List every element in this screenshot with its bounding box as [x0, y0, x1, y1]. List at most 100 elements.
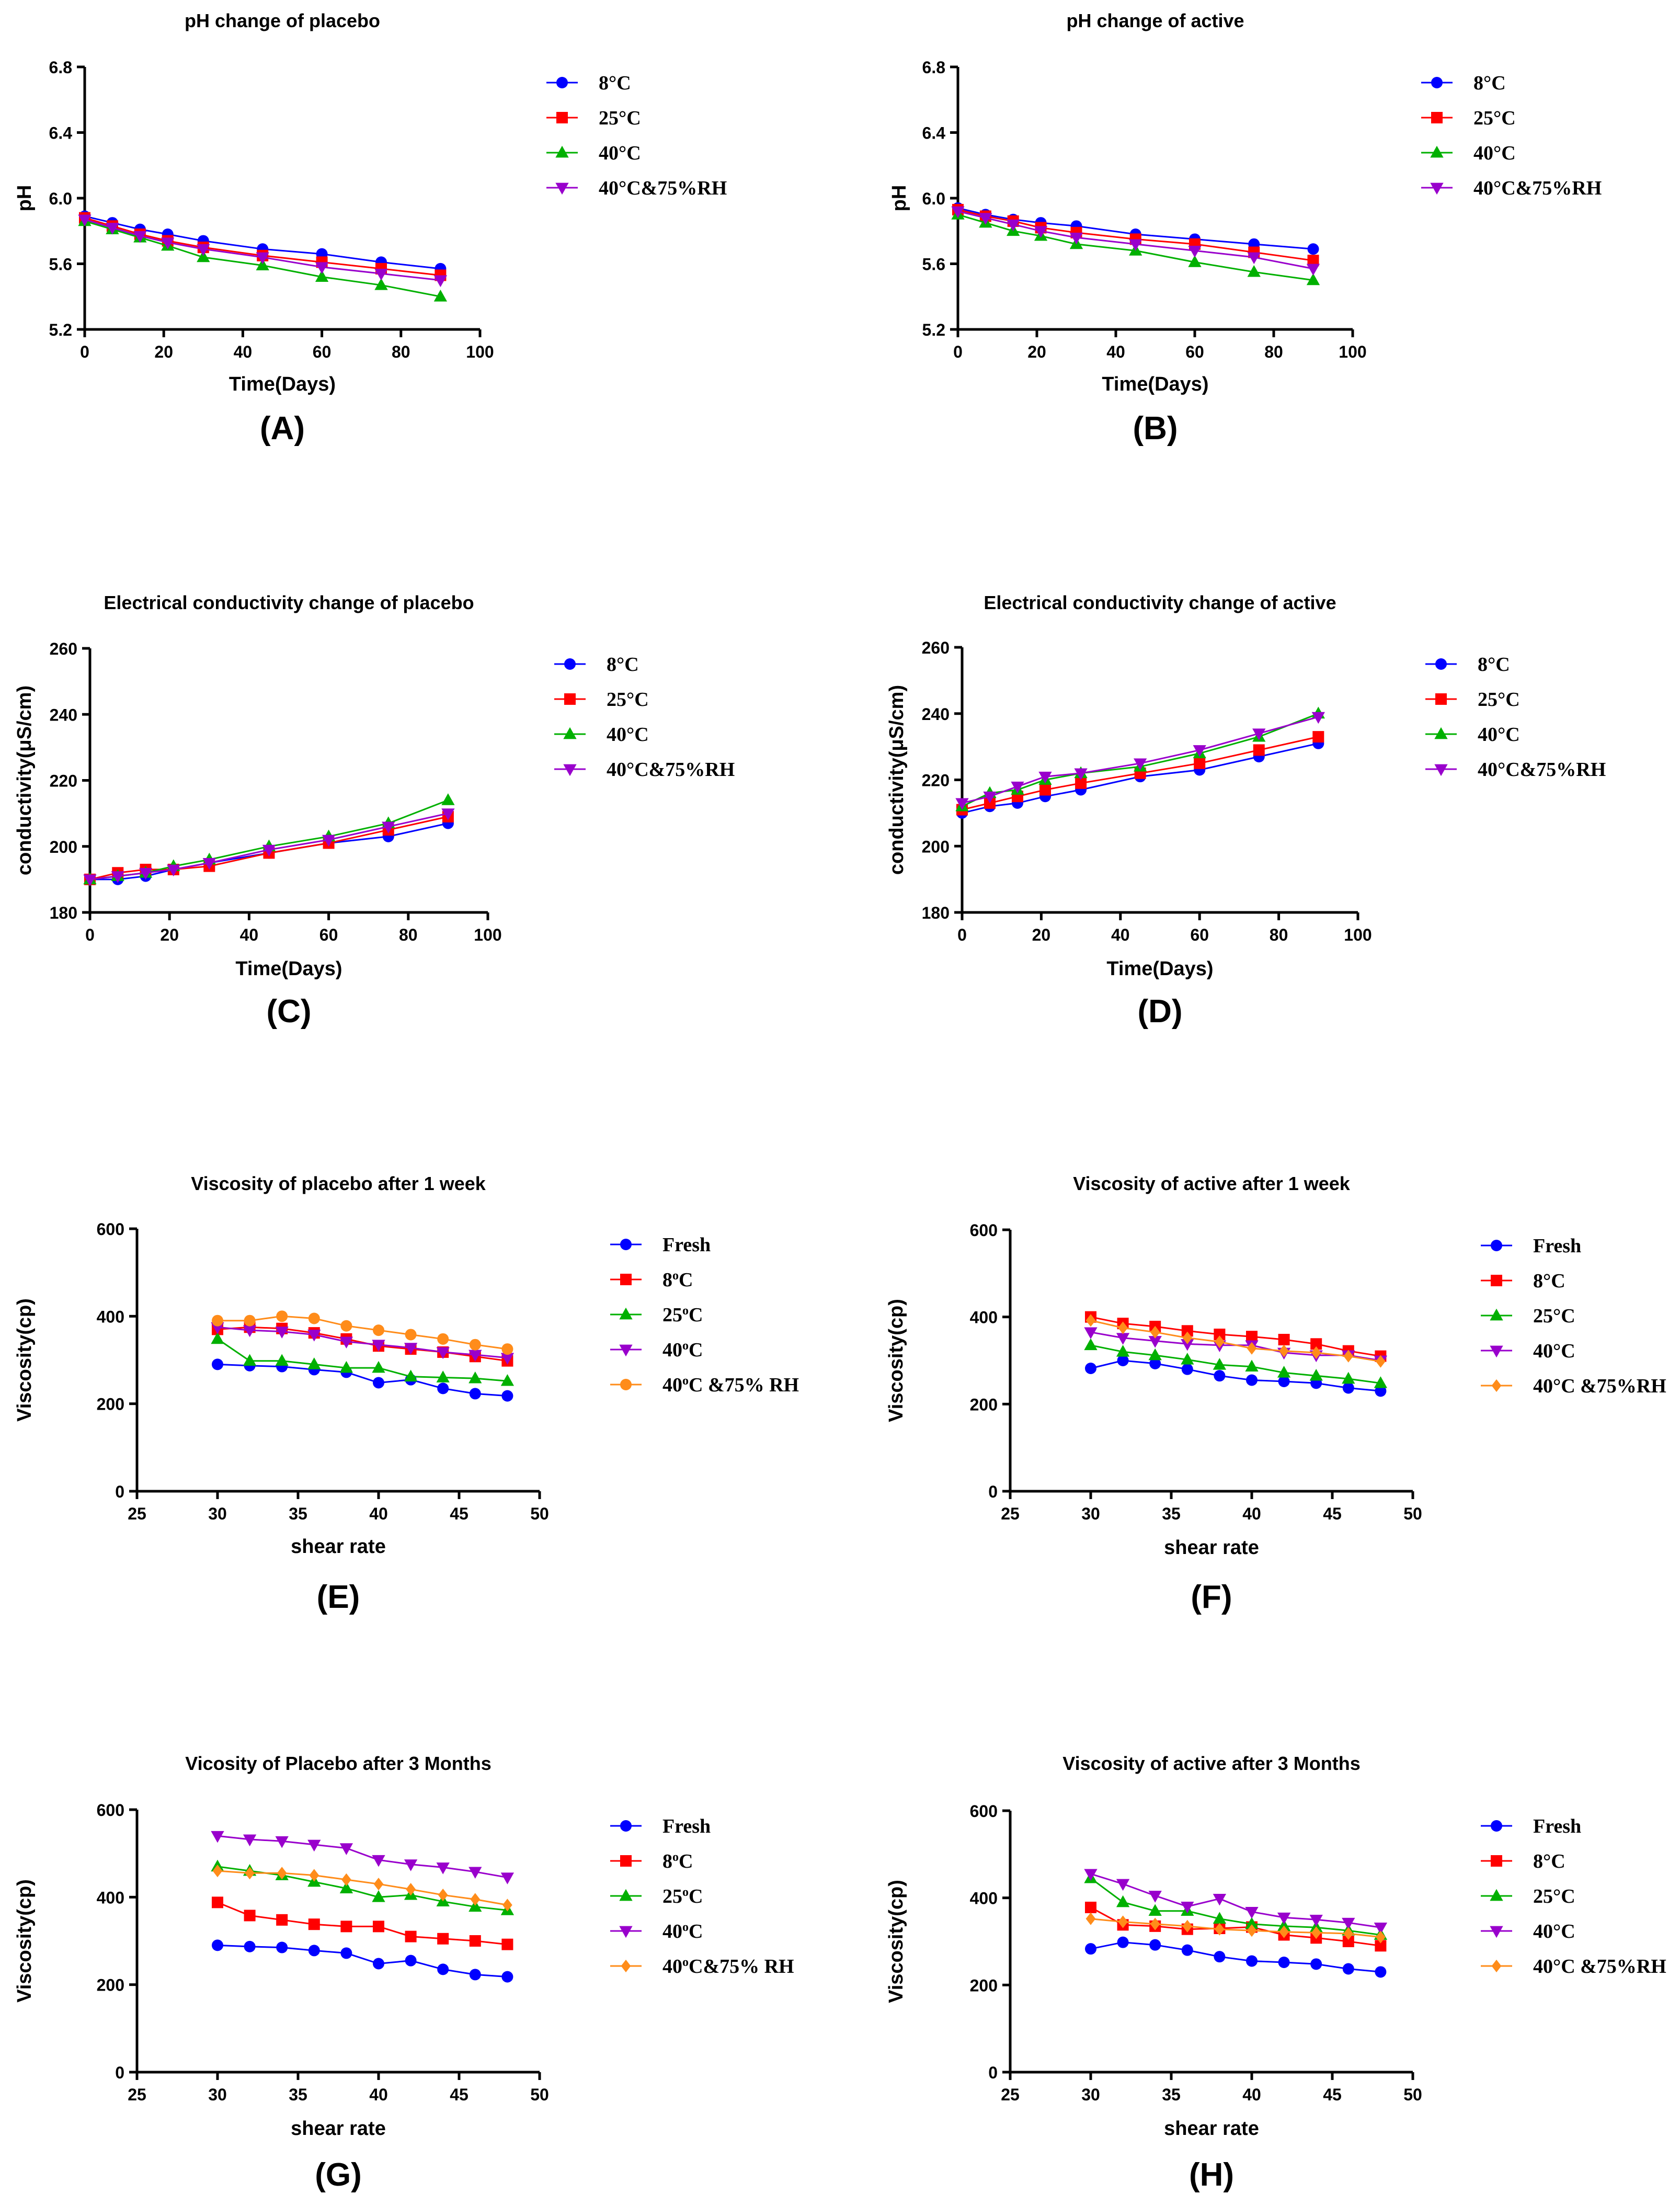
legend-item: 25°C [1481, 1885, 1575, 1907]
legend-marker [1490, 1926, 1503, 1938]
legend-label-part: 8 [662, 1850, 672, 1872]
series-line [1091, 1942, 1380, 1972]
legend-label: Fresh [1533, 1815, 1581, 1837]
x-axis-label: shear rate [1164, 2118, 1259, 2140]
x-tick-label: 50 [530, 2085, 549, 2104]
y-tick-label: 6.8 [49, 58, 72, 77]
legend-label: Fresh [662, 1234, 711, 1256]
y-tick-label: 5.2 [49, 321, 72, 339]
data-point [1084, 1339, 1097, 1351]
legend-item: 40°C&75%RH [1425, 759, 1606, 781]
series-5 [212, 1310, 513, 1355]
x-tick-label: 35 [1162, 2085, 1181, 2104]
legend-marker [619, 1308, 632, 1320]
series-line [1091, 1317, 1380, 1356]
y-tick-label: 200 [97, 1976, 124, 1995]
series-line [1091, 1907, 1380, 1946]
data-point [1085, 1363, 1096, 1374]
y-axis-label: pH [888, 185, 910, 212]
y-tick-label: 200 [970, 1395, 998, 1414]
data-point [1246, 1375, 1258, 1386]
chart-panel-8: Viscosity of active after 3 Months020040… [885, 1753, 1666, 2193]
data-point [212, 1896, 223, 1908]
x-tick-label: 0 [953, 342, 963, 361]
data-point [1116, 1895, 1129, 1907]
x-tick-label: 35 [1162, 1504, 1181, 1523]
panel-label: (D) [1137, 993, 1182, 1030]
legend-item: 25°C [1481, 1305, 1575, 1327]
legend-marker [564, 693, 576, 705]
x-axis-label: Time(Days) [1102, 373, 1208, 395]
data-point [501, 1939, 513, 1950]
y-tick-label: 6.8 [922, 58, 945, 77]
x-tick-label: 80 [392, 342, 410, 361]
legend-label-part: Fresh [662, 1815, 711, 1837]
data-point [1214, 1370, 1225, 1381]
x-tick-label: 100 [1344, 925, 1372, 944]
y-tick-label: 5.2 [922, 321, 945, 339]
data-point [308, 1918, 320, 1930]
data-point [1246, 1956, 1258, 1967]
data-point [1086, 1913, 1096, 1925]
data-point [1039, 784, 1051, 796]
data-point [501, 1872, 514, 1884]
series-line [218, 1327, 507, 1361]
series-4 [83, 808, 454, 886]
data-point [372, 1361, 385, 1373]
y-tick-label: 400 [97, 1307, 124, 1326]
legend-label-part: 40 [662, 1339, 682, 1361]
series-line [218, 1364, 507, 1396]
series-2 [956, 731, 1324, 815]
data-point [501, 1971, 513, 1983]
legend-marker [620, 1274, 632, 1285]
data-point [405, 1329, 417, 1340]
x-axis-label: Time(Days) [235, 958, 342, 980]
x-tick-label: 60 [313, 342, 332, 361]
y-tick-label: 5.6 [922, 255, 945, 274]
data-point [308, 1313, 320, 1324]
data-point [437, 1333, 449, 1345]
y-axis-label: Viscosity(cp) [885, 1299, 907, 1422]
legend-label: 8°C [599, 72, 631, 94]
data-point [1194, 758, 1205, 769]
x-tick-label: 100 [466, 342, 494, 361]
legend-label-part: 40 [662, 1921, 682, 1942]
series-line [1091, 1320, 1380, 1361]
chart-title: Viscosity of active after 1 week [1073, 1173, 1351, 1194]
data-point [470, 1339, 481, 1351]
y-tick-label: 400 [970, 1889, 998, 1908]
legend-item: 40°C [1481, 1340, 1575, 1362]
legend-marker [1491, 1275, 1502, 1286]
data-point [373, 1921, 384, 1932]
legend-item: 40°C&75%RH [1421, 177, 1602, 199]
x-axis-label: shear rate [291, 1536, 386, 1558]
data-point [244, 1315, 256, 1327]
data-point [212, 1315, 223, 1327]
legend-marker [1430, 146, 1443, 158]
legend-marker [1491, 1820, 1502, 1832]
legend-marker [619, 1926, 632, 1938]
legend-label-part: 25 [662, 1304, 682, 1326]
data-point [1310, 1958, 1322, 1970]
legend-item: 40°C [1425, 724, 1520, 746]
data-point [1149, 1939, 1161, 1951]
y-tick-label: 200 [922, 837, 950, 856]
legend-label-part: o [672, 1850, 679, 1864]
data-point [501, 1343, 513, 1355]
series-2 [1085, 1311, 1386, 1362]
data-point [470, 1893, 480, 1905]
legend-label-part: o [682, 1304, 689, 1318]
legend-label-part: C [689, 1921, 703, 1942]
chart-panel-7: Vicosity of Placebo after 3 Months020040… [14, 1753, 794, 2193]
series-1 [1085, 1355, 1386, 1397]
data-point [308, 1945, 320, 1956]
y-axis-label: conductivity(μS/cm) [886, 685, 908, 875]
series-line [218, 1339, 507, 1381]
y-tick-label: 200 [50, 838, 77, 856]
legend-marker [1491, 1240, 1502, 1251]
chart-title: Vicosity of Placebo after 3 Months [185, 1753, 491, 1774]
data-point [438, 1889, 448, 1901]
legend-label-part: o [682, 1374, 689, 1388]
data-point [373, 1377, 384, 1389]
y-tick-label: 400 [970, 1308, 998, 1327]
